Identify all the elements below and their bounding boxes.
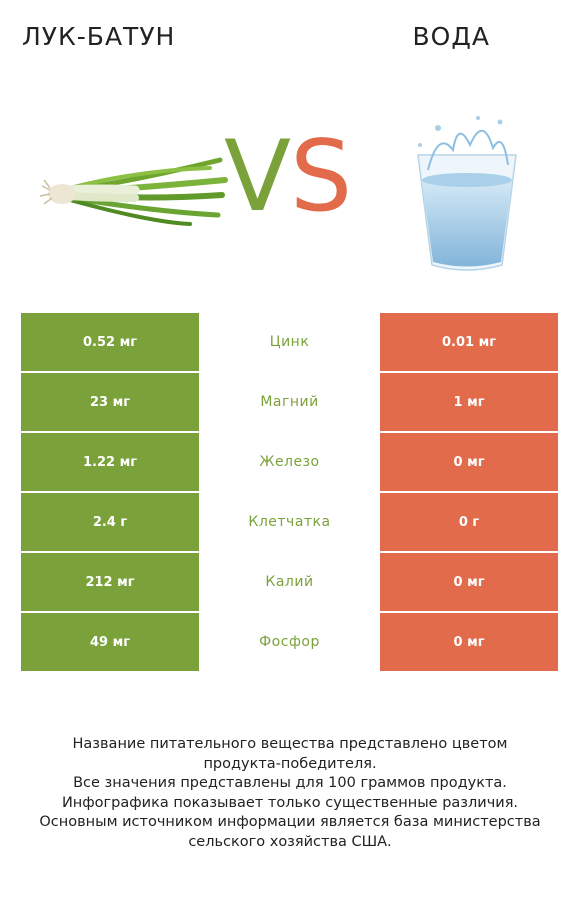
- vs-letter-v: V: [224, 120, 292, 234]
- footer-note: Название питательного вещества представл…: [0, 735, 580, 852]
- water-glass-image: [417, 116, 517, 271]
- nutrient-name: Калий: [199, 553, 380, 611]
- left-value: 0.52 мг: [21, 313, 199, 371]
- right-value: 0 г: [380, 493, 558, 551]
- table-row: 49 мг Фосфор 0 мг: [21, 613, 558, 671]
- table-row: 0.52 мг Цинк 0.01 мг: [21, 313, 558, 371]
- comparison-table: 0.52 мг Цинк 0.01 мг 23 мг Магний 1 мг 1.22 мг…: [21, 313, 558, 673]
- nutrient-name: Клетчатка: [199, 493, 380, 551]
- left-value: 212 мг: [21, 553, 199, 611]
- right-value: 1 мг: [380, 373, 558, 431]
- table-row: 23 мг Магний 1 мг: [21, 373, 558, 431]
- footer-line: Все значения представлены для 100 граммо…: [73, 775, 507, 791]
- table-row: 2.4 г Клетчатка 0 г: [21, 493, 558, 551]
- right-value: 0.01 мг: [380, 313, 558, 371]
- left-value: 23 мг: [21, 373, 199, 431]
- footer-line: Инфографика показывает только существенн…: [61, 794, 519, 811]
- left-value: 49 мг: [21, 613, 199, 671]
- right-value: 0 мг: [380, 613, 558, 671]
- green-onion-image: [40, 157, 228, 226]
- right-value: 0 мг: [380, 553, 558, 611]
- vs-letter-s: S: [290, 120, 353, 234]
- nutrient-name: Фосфор: [199, 613, 380, 671]
- footer-line: Название питательного вещества представл…: [72, 736, 508, 752]
- nutrient-name: Магний: [199, 373, 380, 431]
- footer-line: сельского хозяйства США.: [188, 833, 392, 850]
- left-value: 1.22 мг: [21, 433, 199, 491]
- right-product-title: ВОДА: [412, 22, 490, 51]
- left-product-title: ЛУК-БАТУН: [22, 22, 176, 51]
- footer-line: продукта-победителя.: [203, 755, 377, 772]
- nutrient-name: Железо: [199, 433, 380, 491]
- footer-line: Основным источником информации является …: [39, 814, 541, 830]
- table-row: 212 мг Калий 0 мг: [21, 553, 558, 611]
- table-row: 1.22 мг Железо 0 мг: [21, 433, 558, 491]
- nutrient-name: Цинк: [199, 313, 380, 371]
- right-value: 0 мг: [380, 433, 558, 491]
- left-value: 2.4 г: [21, 493, 199, 551]
